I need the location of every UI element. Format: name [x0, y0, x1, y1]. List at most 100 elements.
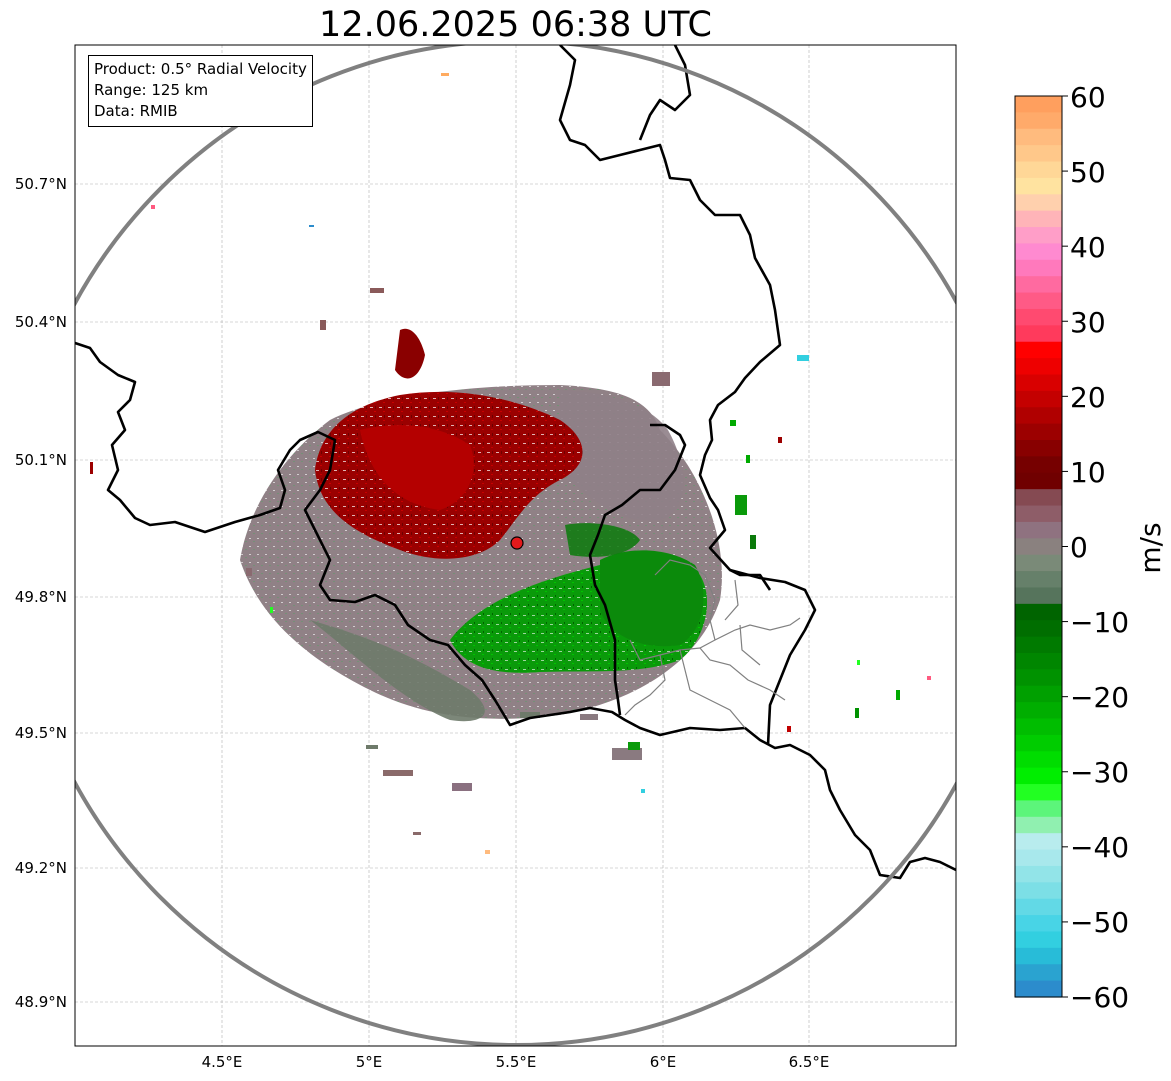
lon-tick-label: 4.5°E: [202, 1053, 243, 1071]
velocity-field-inbound: [450, 523, 708, 673]
colorbar-segment: [1015, 964, 1062, 982]
lon-tick-label: 6.5°E: [789, 1053, 830, 1071]
colorbar-segment: [1015, 145, 1062, 163]
map-title: 12.06.2025 06:38 UTC: [319, 5, 712, 45]
colorbar-segment: [1015, 276, 1062, 294]
colorbar-segment: [1015, 112, 1062, 130]
colorbar-segment: [1015, 702, 1062, 720]
velocity-field-outbound: [315, 328, 583, 559]
colorbar-segment: [1015, 374, 1062, 392]
colorbar-segment: [1015, 571, 1062, 589]
lon-tick-label: 5°E: [356, 1053, 383, 1071]
colorbar-segment: [1015, 669, 1062, 687]
colorbar-tick-label: −30: [1070, 756, 1129, 789]
colorbar-segment: [1015, 882, 1062, 900]
range-label: Range: 125 km: [94, 81, 209, 99]
colorbar-segment: [1015, 685, 1062, 703]
colorbar-segment: [1015, 833, 1062, 851]
lat-tick-label: 50.1°N: [15, 451, 67, 469]
lat-tick-label: 49.2°N: [15, 859, 67, 877]
lon-tick-label: 5.5°E: [496, 1053, 537, 1071]
colorbar-tick-label: 20: [1070, 381, 1106, 414]
colorbar: [1014, 95, 1068, 998]
colorbar-segment: [1015, 456, 1062, 474]
colorbar-segment: [1015, 603, 1062, 621]
scattered-echoes: [90, 73, 931, 854]
colorbar-segment: [1015, 800, 1062, 818]
colorbar-segment: [1015, 734, 1062, 752]
colorbar-segment: [1015, 620, 1062, 638]
colorbar-tick-labels: 60 50 40 30 20 10 0 −10 −20 −30 −40 −50 …: [1070, 81, 1129, 1014]
colorbar-unit-label: m/s: [1134, 522, 1167, 573]
colorbar-segment: [1015, 865, 1062, 883]
product-info-box: Product: 0.5° Radial Velocity Range: 125…: [88, 55, 313, 127]
latitude-labels: 50.7°N 50.4°N 50.1°N 49.8°N 49.5°N 49.2°…: [15, 175, 67, 1011]
colorbar-segment: [1015, 505, 1062, 523]
colorbar-segment: [1015, 358, 1062, 376]
data-source-label: Data: RMIB: [94, 102, 178, 120]
radar-site-marker: [510, 536, 524, 550]
colorbar-segment: [1015, 931, 1062, 949]
colorbar-segment: [1015, 227, 1062, 245]
colorbar-segment: [1015, 751, 1062, 769]
colorbar-segment: [1015, 980, 1062, 998]
colorbar-segment: [1015, 96, 1062, 113]
colorbar-segment: [1015, 423, 1062, 441]
range-ring: [75, 45, 956, 1046]
colorbar-segment: [1015, 521, 1062, 539]
region-borders: [624, 559, 801, 729]
colorbar-tick-label: −10: [1070, 606, 1129, 639]
colorbar-segment: [1015, 259, 1062, 277]
colorbar-segment: [1015, 292, 1062, 310]
longitude-labels: 4.5°E 5°E 5.5°E 6°E 6.5°E: [202, 1053, 830, 1071]
colorbar-tick-label: −40: [1070, 831, 1129, 864]
colorbar-segment: [1015, 538, 1062, 556]
colorbar-tick-label: 10: [1070, 456, 1106, 489]
colorbar-tick-label: 60: [1070, 81, 1106, 114]
colorbar-tick-label: −20: [1070, 681, 1129, 714]
colorbar-tick-label: −50: [1070, 906, 1129, 939]
colorbar-segment: [1015, 390, 1062, 408]
colorbar-tick-label: 50: [1070, 156, 1106, 189]
colorbar-segment: [1015, 308, 1062, 326]
colorbar-segment: [1015, 407, 1062, 425]
colorbar-segment: [1015, 161, 1062, 179]
product-label: Product: 0.5° Radial Velocity: [94, 60, 307, 78]
colorbar-segment: [1015, 128, 1062, 146]
colorbar-tick-label: −60: [1070, 981, 1129, 1014]
colorbar-segment: [1015, 243, 1062, 261]
map-frame: [74, 44, 957, 1047]
colorbar-segment: [1015, 341, 1062, 359]
country-borders: [75, 45, 956, 880]
colorbar-segment: [1015, 652, 1062, 670]
colorbar-segment: [1015, 784, 1062, 802]
colorbar-segment: [1015, 767, 1062, 785]
lat-tick-label: 49.8°N: [15, 588, 67, 606]
colorbar-segment: [1015, 472, 1062, 490]
lat-tick-label: 49.5°N: [15, 724, 67, 742]
colorbar-segment: [1015, 177, 1062, 195]
colorbar-segment: [1015, 947, 1062, 965]
colorbar-segment: [1015, 816, 1062, 834]
colorbar-segment: [1015, 194, 1062, 212]
colorbar-segment: [1015, 636, 1062, 654]
colorbar-tick-label: 30: [1070, 306, 1106, 339]
colorbar-segment: [1015, 915, 1062, 933]
colorbar-segment: [1015, 898, 1062, 916]
lat-tick-label: 50.7°N: [15, 175, 67, 193]
colorbar-segment: [1015, 325, 1062, 343]
colorbar-segment: [1015, 718, 1062, 736]
colorbar-segment: [1015, 210, 1062, 228]
colorbar-segment: [1015, 849, 1062, 867]
colorbar-tick-label: 40: [1070, 231, 1106, 264]
colorbar-segment: [1015, 554, 1062, 572]
lat-tick-label: 48.9°N: [15, 993, 67, 1011]
lon-tick-label: 6°E: [650, 1053, 677, 1071]
colorbar-tick-label: 0: [1070, 531, 1088, 564]
colorbar-segment: [1015, 440, 1062, 457]
colorbar-segment: [1015, 489, 1062, 507]
lat-tick-label: 50.4°N: [15, 313, 67, 331]
colorbar-segment: [1015, 587, 1062, 605]
